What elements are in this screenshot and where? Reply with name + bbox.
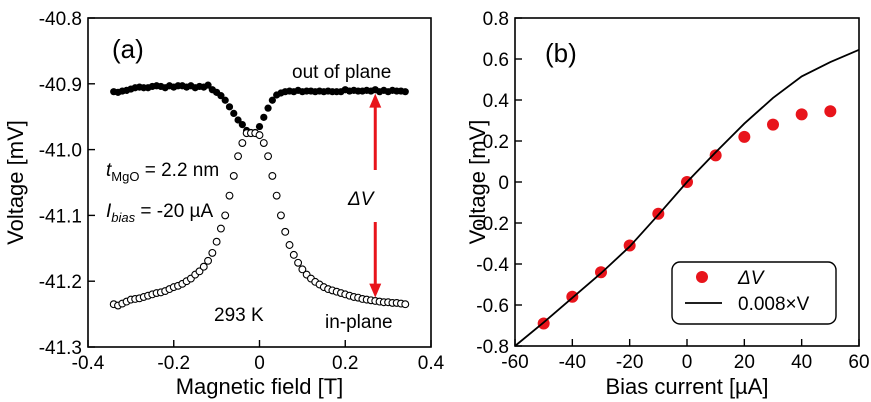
panel-b-x-tick-label: 40 [791, 352, 812, 373]
panel-a-point-in-plane [199, 262, 208, 271]
ibias-value: = -20 µA [135, 201, 213, 222]
panel-a-point-in-plane [225, 191, 234, 200]
panel-a-point-in-plane [276, 211, 285, 220]
panel-b-y-axis-label: Voltage [mV] [465, 120, 490, 245]
panel-b-point-delta-v [767, 118, 779, 131]
panel-a-point-out-of-plane [217, 92, 225, 100]
panel-b-y-tick-label: 0.4 [483, 91, 510, 112]
panel-a-point-out-of-plane [204, 81, 212, 89]
panel-a-point-in-plane [255, 131, 264, 140]
panel-a-point-in-plane [234, 152, 243, 161]
panel-a-chart: -0.4 -0.2 0 0.2 0.4 -41.3 -41.2 -41.1 -41.0 -40.9… [3, 9, 445, 399]
panel-b-y-tick-label: -0.4 [476, 255, 509, 276]
tmgo-symbol: t [106, 160, 112, 181]
panel-b-point-delta-v [824, 105, 837, 118]
ibias-subscript: bias [111, 210, 135, 225]
panel-b-x-tick-label: 20 [734, 352, 755, 373]
panel-a-point-out-of-plane [268, 96, 276, 104]
delta-v-arrow-head-down [369, 283, 382, 298]
panel-a-point-out-of-plane [264, 104, 272, 112]
panel-a-point-in-plane [259, 139, 268, 147]
delta-v-arrow-head-up [369, 93, 382, 108]
panel-a-y-tick-label: -41.3 [39, 338, 82, 359]
panel-b-x-tick-label: 60 [848, 352, 869, 373]
panel-b-point-delta-v [795, 108, 808, 121]
panel-a-point-in-plane [208, 248, 217, 257]
legend-marker-delta-v [696, 271, 708, 283]
panel-a-point-out-of-plane [255, 122, 264, 131]
panel-a-point-out-of-plane [260, 113, 268, 121]
panel-b-y-tick-label: 0.6 [483, 50, 509, 71]
panel-a-y-tick-label: -41.0 [39, 141, 82, 162]
panel-a-x-axis-label: Magnetic field [T] [176, 374, 344, 399]
panel-a-point-out-of-plane [230, 109, 238, 118]
annotation-out-of-plane: out of plane [292, 62, 391, 83]
panel-a-point-in-plane [238, 139, 247, 147]
annotation-tmgo: tMgO = 2.2 nm [106, 160, 219, 184]
panel-a-y-axis-label: Voltage [mV] [3, 120, 28, 245]
panel-a-point-in-plane [216, 224, 225, 233]
panel-a-label: (a) [112, 34, 144, 64]
panel-a-point-in-plane [268, 171, 277, 180]
panel-a-point-out-of-plane [234, 116, 242, 124]
panel-a-point-out-of-plane [238, 120, 246, 129]
panel-b-y-tick-label: 0.2 [483, 132, 509, 153]
panel-b-series-line [514, 48, 860, 347]
panel-b-legend: ΔV 0.008×V [671, 261, 837, 325]
legend-label-delta-v: ΔV [737, 268, 766, 289]
panel-b-x-tick-label: 0 [682, 352, 693, 373]
panel-b-y-tick-label: 0 [498, 173, 509, 194]
panel-b-x-axis-label: Bias current [µA] [605, 374, 768, 399]
panel-a-y-tick-label: -40.8 [39, 9, 82, 30]
panel-a-point-out-of-plane [225, 103, 234, 111]
panel-a-x-tick-label: -0.4 [72, 353, 105, 374]
panel-a-point-in-plane [298, 265, 307, 274]
panel-b-point-delta-v [709, 149, 722, 162]
panel-b-point-delta-v [738, 130, 751, 143]
panel-a-x-tick-label: -0.2 [157, 353, 190, 374]
annotation-ibias: Ibias = -20 µA [106, 201, 213, 225]
panel-b-y-tick-label: -0.8 [476, 337, 509, 358]
panel-a-x-tick-label: 0.4 [418, 353, 445, 374]
panel-a-point-in-plane [285, 241, 294, 249]
panel-a-y-tick-label: -40.9 [39, 75, 82, 96]
panel-a-point-in-plane [204, 256, 213, 265]
panel-b-label: (b) [545, 38, 577, 68]
panel-b-x-tick-label: -60 [501, 352, 528, 373]
panel-b-x-tick-label: -20 [616, 352, 643, 373]
panel-a-point-in-plane [264, 152, 273, 161]
panel-b-y-tick-label: 0.8 [483, 9, 509, 30]
annotation-in-plane: in-plane [325, 312, 393, 333]
delta-v-arrow [369, 93, 382, 298]
panel-a-point-in-plane [272, 191, 281, 200]
tmgo-subscript: MgO [111, 169, 139, 184]
panel-b-y-tick-label: -0.6 [476, 296, 509, 317]
panel-b-y-tick-label: -0.2 [476, 214, 509, 235]
panel-a-point-out-of-plane [401, 88, 409, 96]
panel-b-chart: -60 -40 -20 0 20 40 60 -0.8 -0.6 -0.4 -0.2 0 0.2 0.4 0… [465, 9, 870, 399]
panel-a-y-tick-label: -41.1 [39, 206, 82, 227]
panel-a-y-tick-label: -41.2 [39, 272, 82, 293]
panel-a-point-in-plane [294, 258, 303, 267]
annotation-temperature: 293 K [214, 305, 264, 326]
legend-label-fit: 0.008×V [738, 294, 810, 315]
annotation-delta-v: ΔV [347, 189, 376, 210]
panel-a-point-in-plane [289, 250, 298, 259]
panel-a-point-in-plane [281, 227, 290, 236]
panel-a-x-tick-label: 0.2 [332, 353, 358, 374]
tmgo-value: = 2.2 nm [139, 160, 219, 181]
panel-a-point-in-plane [212, 237, 221, 246]
ibias-symbol: I [106, 201, 112, 222]
panel-a-point-in-plane [401, 300, 410, 309]
panel-a-x-tick-label: 0 [254, 353, 265, 374]
panel-a-point-in-plane [221, 211, 230, 220]
panel-a-point-out-of-plane [221, 96, 229, 104]
panel-a-point-in-plane [229, 171, 238, 180]
panel-b-x-tick-label: -40 [559, 352, 586, 373]
legend-box [671, 261, 837, 325]
